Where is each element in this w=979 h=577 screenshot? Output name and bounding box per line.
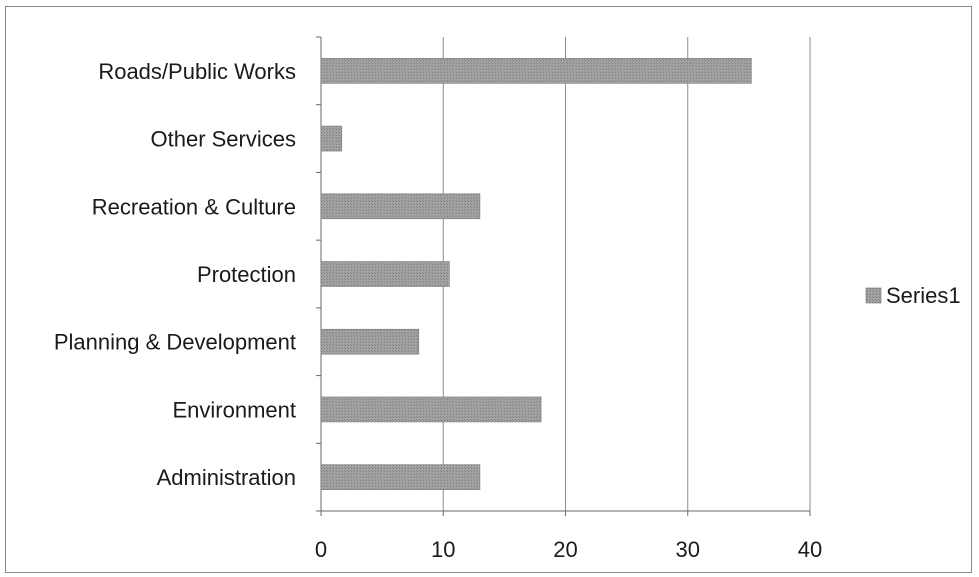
- category-labels: Administration Environment Planning & Deve…: [54, 59, 296, 490]
- category-label-5: Other Services: [151, 127, 297, 152]
- legend-swatch: [865, 287, 882, 304]
- category-label-6: Roads/Public Works: [98, 59, 296, 84]
- x-tick-label-20: 20: [553, 537, 577, 562]
- bar-3: [320, 261, 450, 287]
- category-label-2: Planning & Development: [54, 330, 296, 355]
- bar-0: [320, 464, 481, 490]
- gridlines: [442, 37, 811, 511]
- bar-5: [320, 125, 343, 152]
- bar-4: [320, 193, 481, 220]
- x-tick-labels: 0 10 20 30 40: [315, 537, 822, 562]
- bar-1: [320, 396, 542, 423]
- legend: Series1: [865, 283, 961, 308]
- category-label-1: Environment: [172, 397, 296, 422]
- x-tick-label-0: 0: [315, 537, 327, 562]
- legend-label: Series1: [886, 283, 961, 308]
- bar-6: [320, 58, 752, 84]
- x-tick-label-40: 40: [798, 537, 822, 562]
- category-label-4: Recreation & Culture: [92, 194, 296, 219]
- category-label-3: Protection: [197, 262, 296, 287]
- bars: [320, 58, 752, 490]
- x-tick-label-10: 10: [431, 537, 455, 562]
- category-label-0: Administration: [157, 465, 296, 490]
- x-tick-label-30: 30: [676, 537, 700, 562]
- chart-frame: [5, 6, 972, 573]
- bar-2: [320, 328, 420, 355]
